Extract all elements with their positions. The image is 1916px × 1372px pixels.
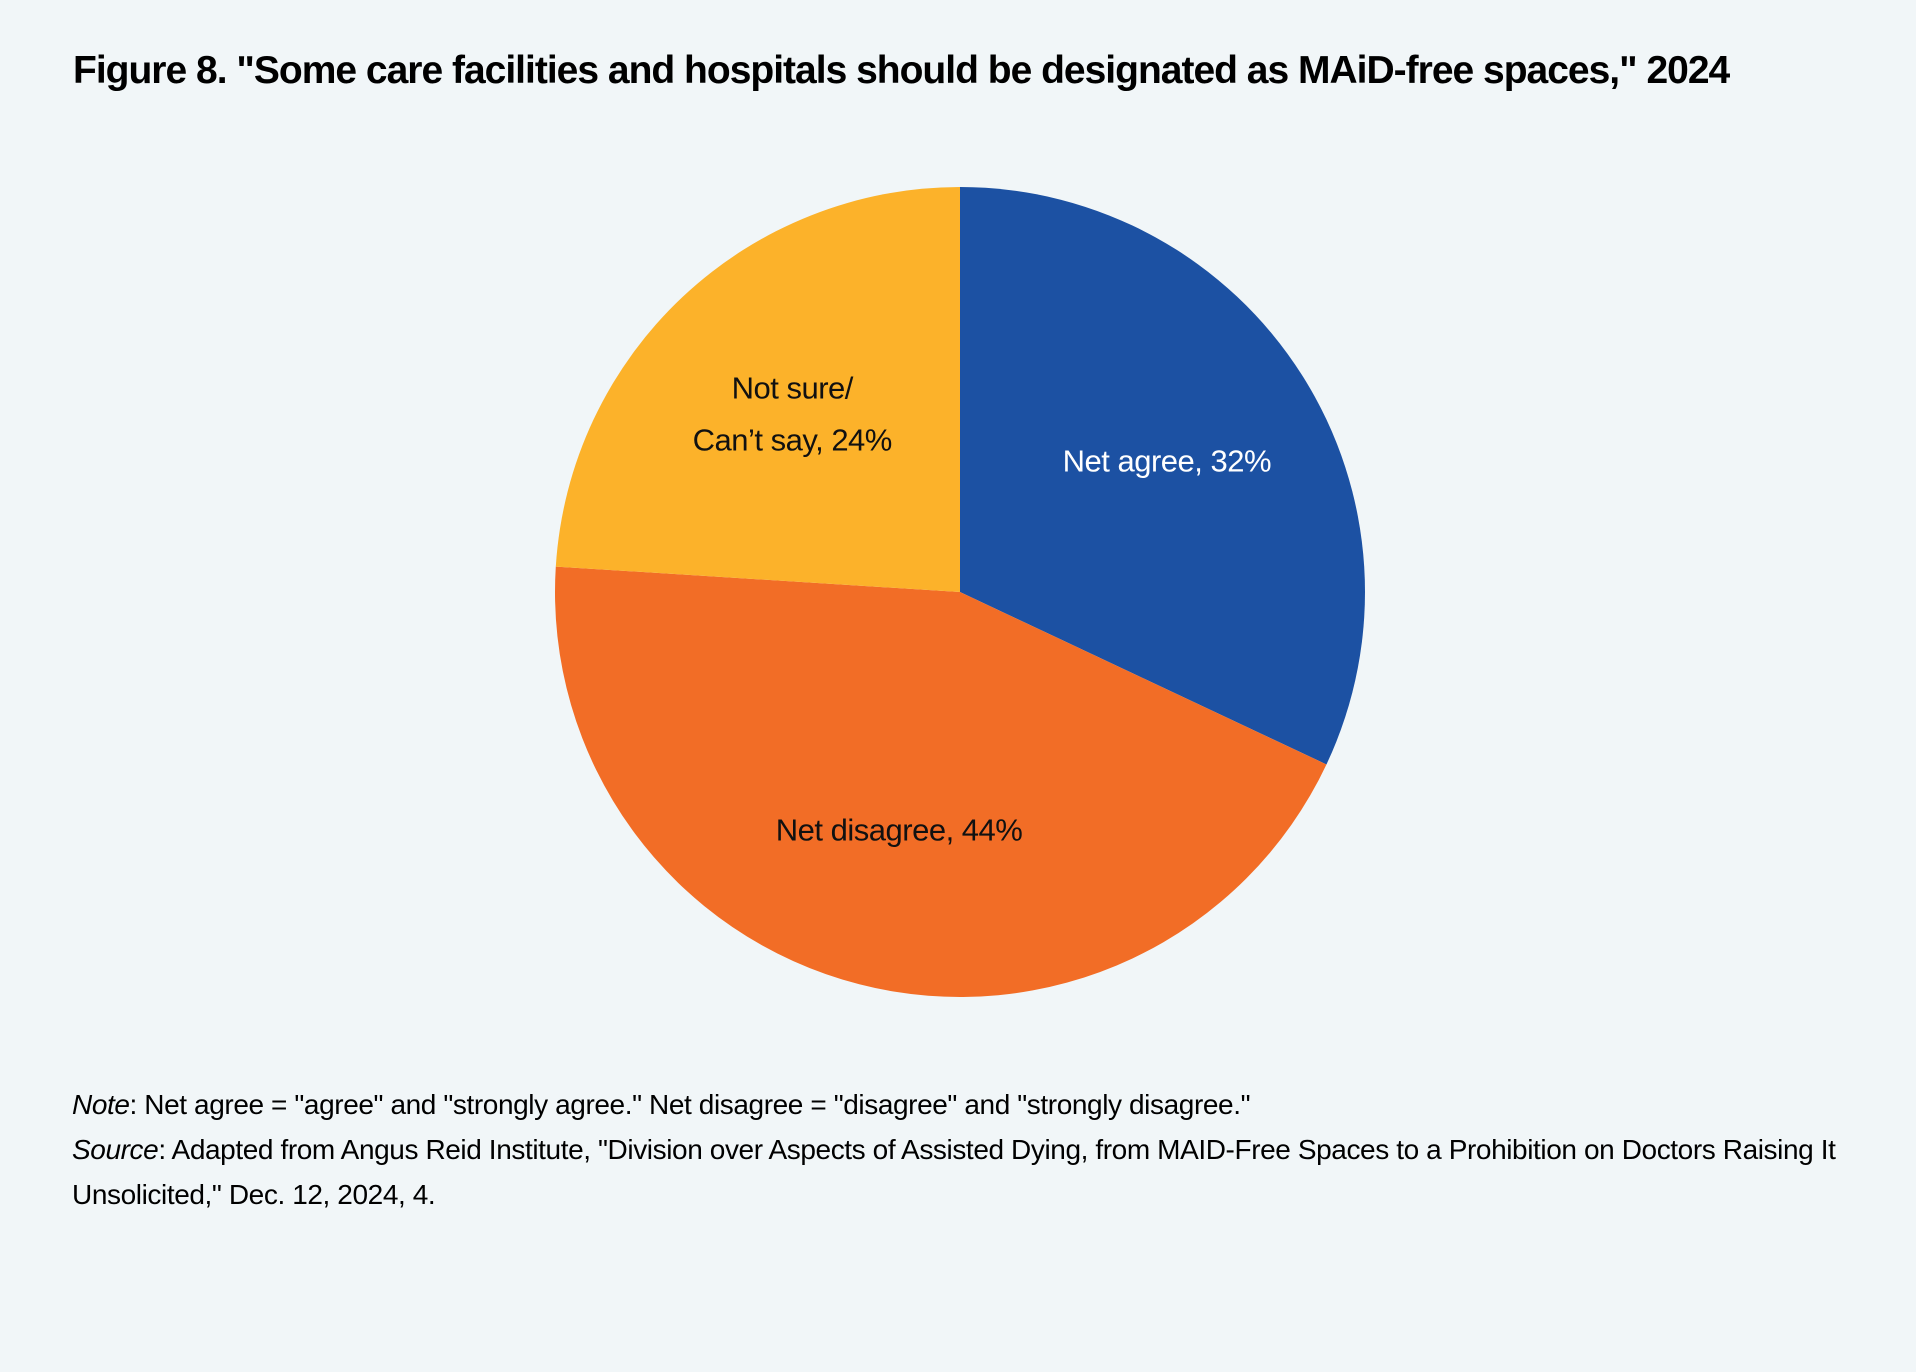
slice-label-line: Net disagree, 44% [776, 812, 1023, 847]
slice-label-0: Net agree, 32% [1063, 444, 1271, 479]
slice-label-2: Not sure/Can’t say, 24% [693, 370, 892, 457]
pie-slice-1 [555, 566, 1327, 997]
slice-label-line: Net agree, 32% [1063, 444, 1271, 479]
slice-label-1: Net disagree, 44% [776, 812, 1023, 847]
figure-title: Figure 8. "Some care facilities and hosp… [73, 49, 1730, 92]
note-label: Note [72, 1089, 130, 1120]
source-label: Source [72, 1134, 159, 1165]
footnote: Note: Net agree = "agree" and "strongly … [72, 1082, 1872, 1217]
source-text: : Adapted from Angus Reid Institute, "Di… [72, 1134, 1836, 1210]
pie-slice-0 [960, 187, 1365, 765]
pie-slice-2 [555, 187, 960, 592]
pie-chart: Net agree, 32% Net disagree, 44% Not sure/… [555, 187, 1365, 997]
slice-label-line: Not sure/ [732, 370, 854, 405]
note-line: Note: Net agree = "agree" and "strongly … [72, 1082, 1872, 1127]
note-text: : Net agree = "agree" and "strongly agre… [129, 1089, 1251, 1120]
source-line: Source: Adapted from Angus Reid Institut… [72, 1127, 1872, 1217]
slice-label-line: Can’t say, 24% [693, 422, 892, 457]
